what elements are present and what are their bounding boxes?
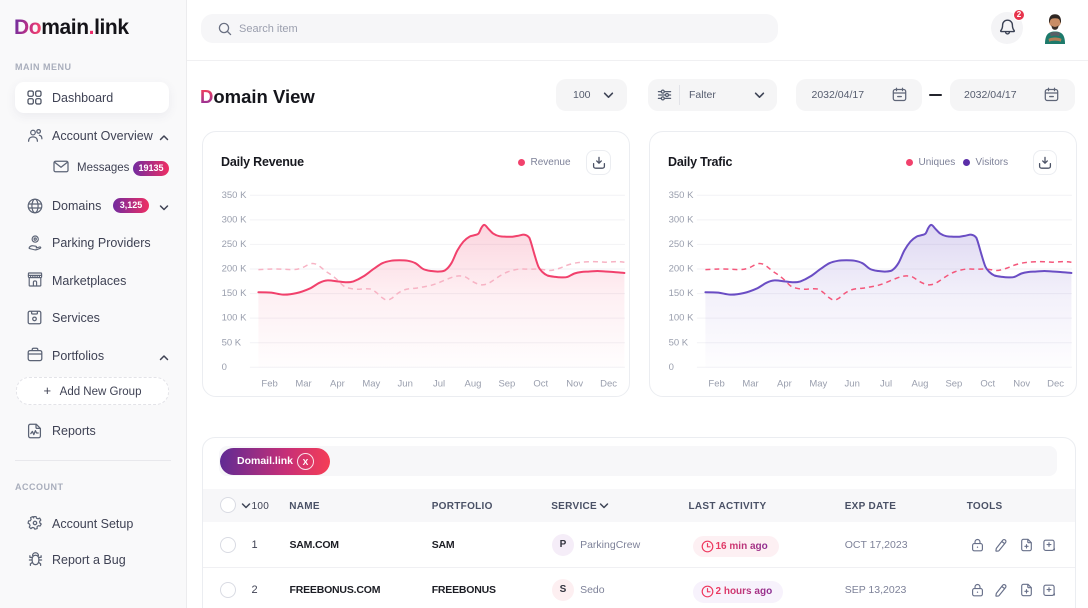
svg-text:Apr: Apr	[777, 378, 792, 389]
svg-text:Sep: Sep	[498, 378, 515, 389]
svg-text:Nov: Nov	[1013, 378, 1030, 389]
svg-text:Aug: Aug	[464, 378, 481, 389]
svg-text:Mar: Mar	[295, 378, 311, 389]
svg-text:Sep: Sep	[945, 378, 962, 389]
svg-text:Jun: Jun	[844, 378, 859, 389]
svg-text:Oct: Oct	[980, 378, 995, 389]
svg-text:Feb: Feb	[261, 378, 277, 389]
svg-text:50 K: 50 K	[221, 337, 241, 348]
svg-text:Nov: Nov	[566, 378, 583, 389]
svg-text:Jun: Jun	[397, 378, 412, 389]
svg-text:Aug: Aug	[911, 378, 928, 389]
svg-text:0: 0	[221, 361, 226, 372]
svg-text:May: May	[362, 378, 380, 389]
svg-text:200 K: 200 K	[221, 263, 246, 274]
svg-text:300 K: 300 K	[668, 214, 693, 225]
svg-text:0: 0	[668, 361, 673, 372]
svg-text:Feb: Feb	[708, 378, 724, 389]
svg-text:50 K: 50 K	[668, 337, 688, 348]
svg-text:Dec: Dec	[1047, 378, 1064, 389]
svg-text:100 K: 100 K	[668, 312, 693, 323]
svg-text:Dec: Dec	[600, 378, 617, 389]
svg-text:200 K: 200 K	[668, 263, 693, 274]
svg-text:300 K: 300 K	[221, 214, 246, 225]
svg-text:May: May	[809, 378, 827, 389]
svg-text:Jul: Jul	[433, 378, 445, 389]
svg-text:250 K: 250 K	[221, 239, 246, 250]
svg-text:150 K: 150 K	[668, 288, 693, 299]
svg-text:100 K: 100 K	[221, 312, 246, 323]
svg-text:Jul: Jul	[880, 378, 892, 389]
svg-text:350 K: 350 K	[668, 189, 693, 200]
svg-text:250 K: 250 K	[668, 239, 693, 250]
svg-text:Apr: Apr	[330, 378, 345, 389]
svg-text:150 K: 150 K	[221, 288, 246, 299]
svg-text:350 K: 350 K	[221, 189, 246, 200]
svg-text:Mar: Mar	[742, 378, 758, 389]
svg-text:Oct: Oct	[533, 378, 548, 389]
